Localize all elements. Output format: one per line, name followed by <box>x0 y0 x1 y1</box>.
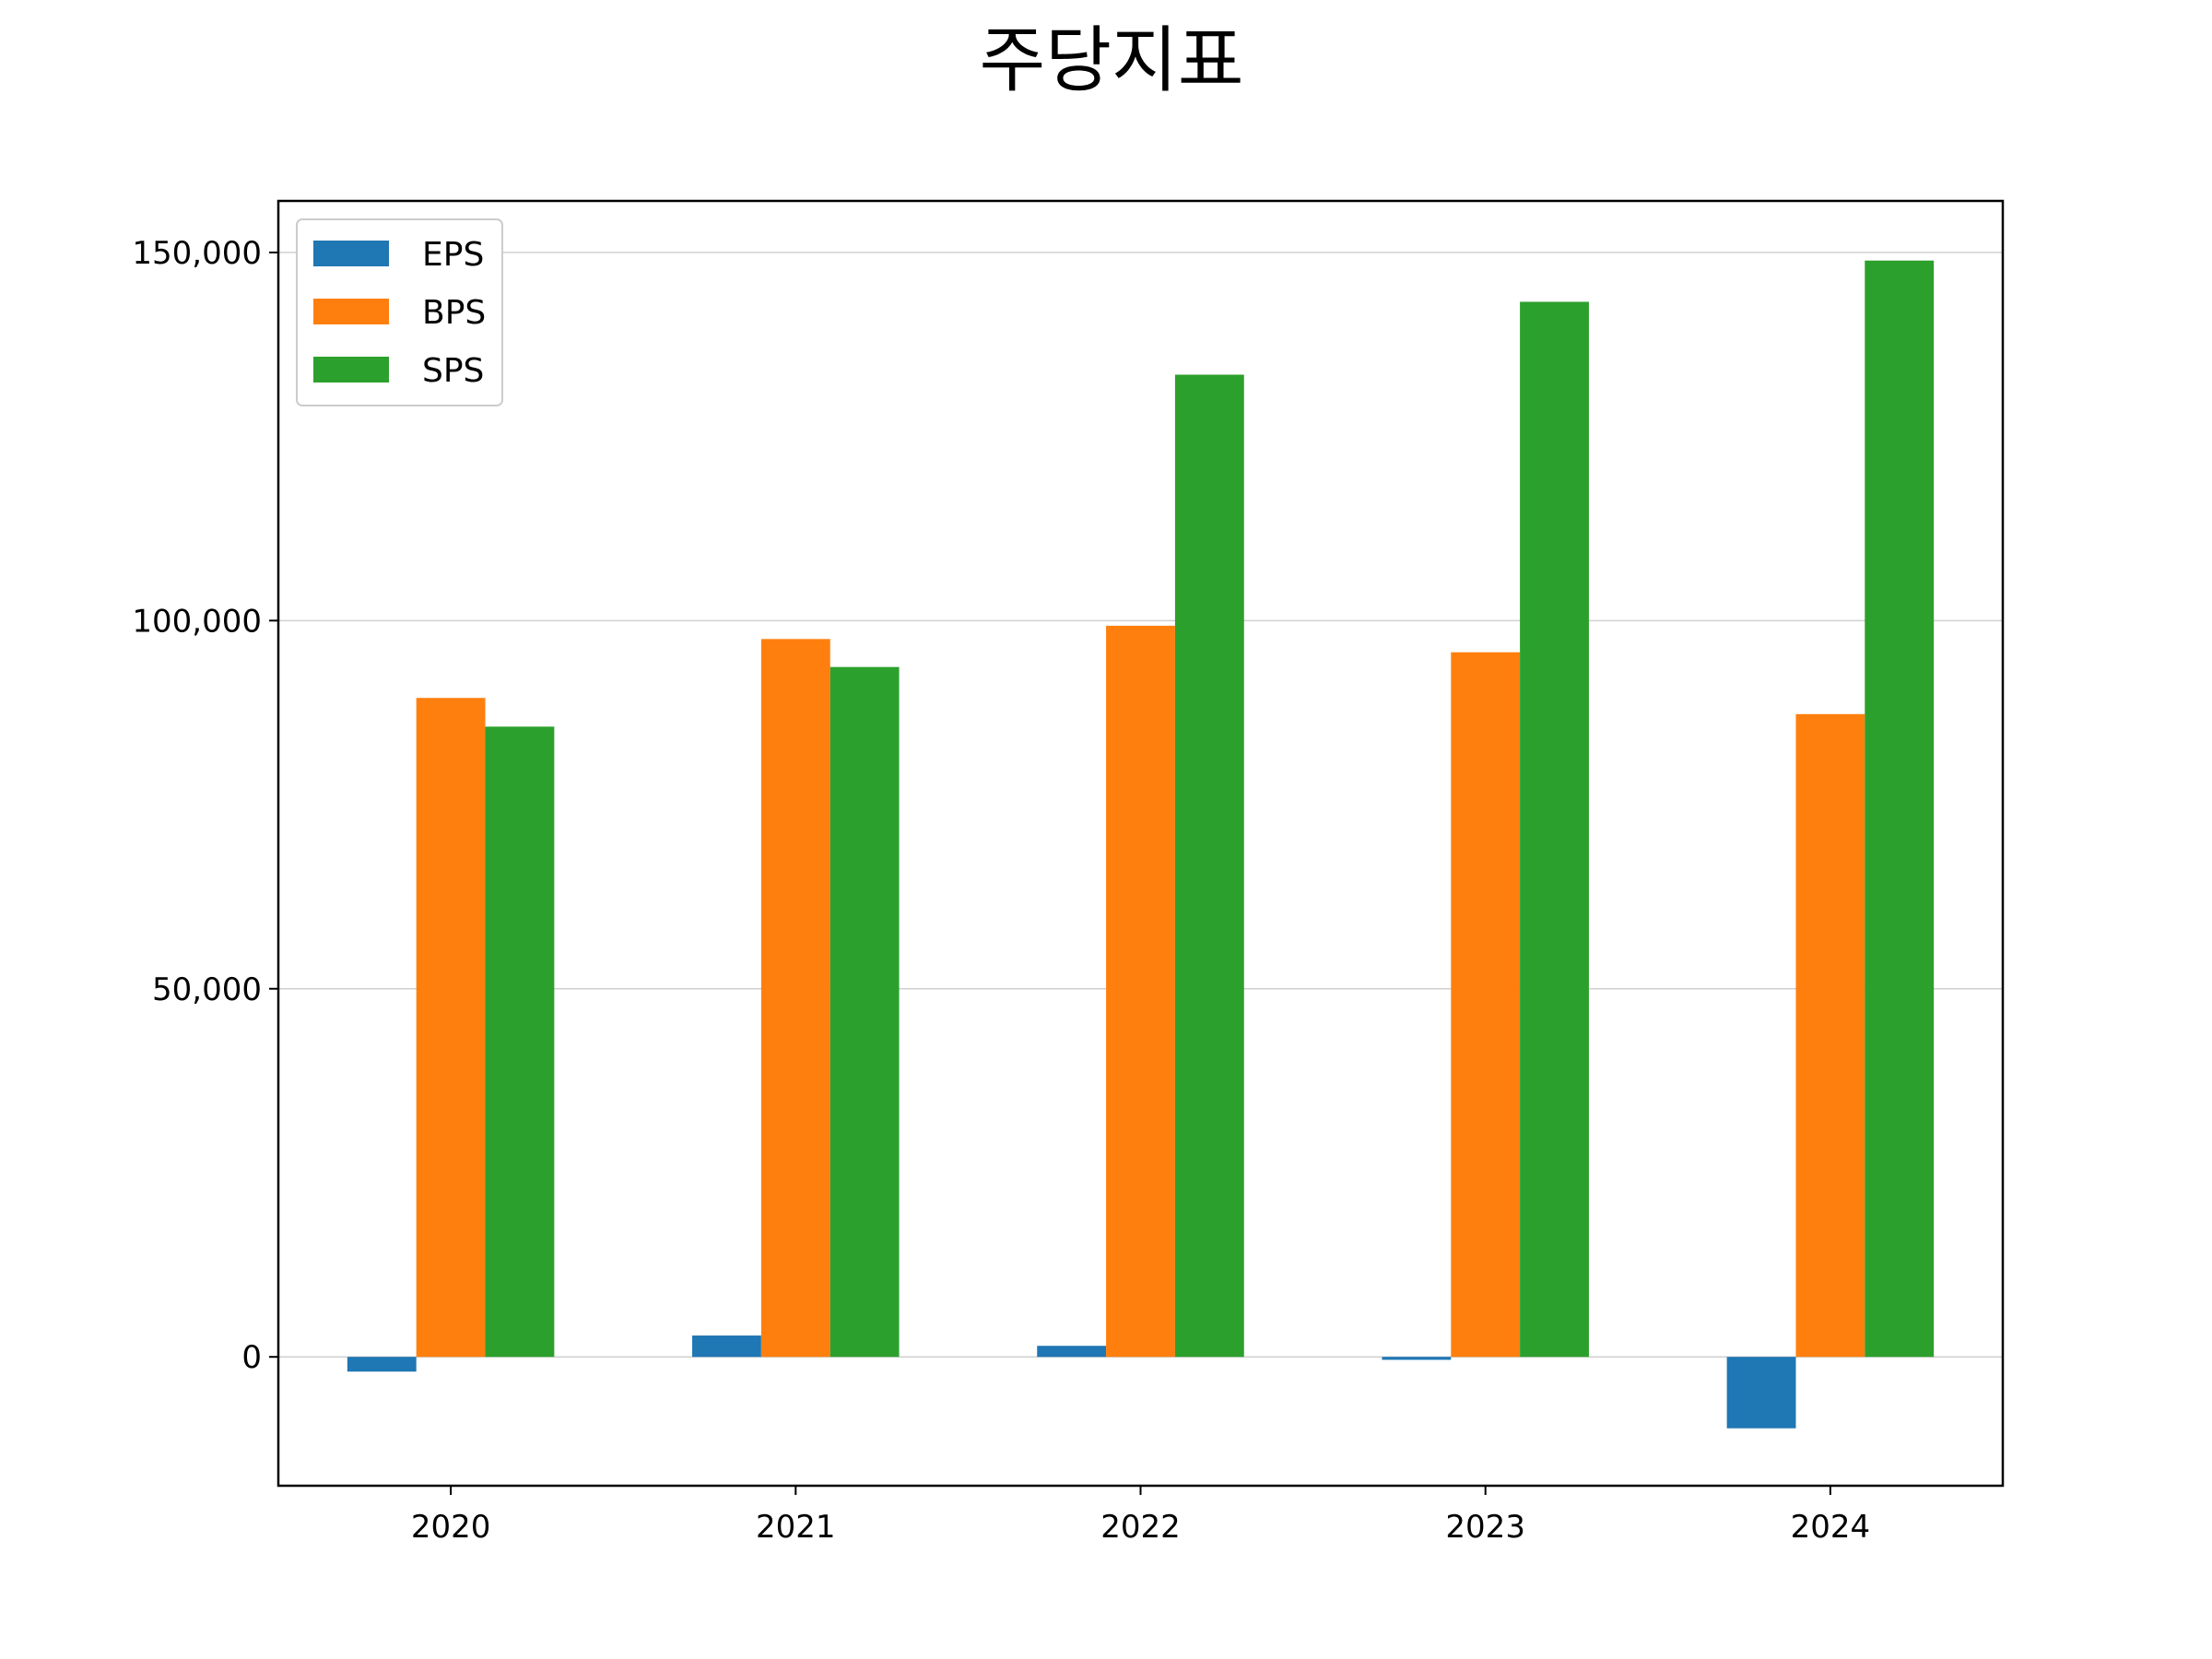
y-tick-label: 150,000 <box>132 235 262 272</box>
y-tick-label: 50,000 <box>152 971 262 1008</box>
bar-eps-2023 <box>1382 1357 1452 1360</box>
bar-sps-2020 <box>485 726 555 1358</box>
bar-eps-2020 <box>347 1357 417 1372</box>
legend-swatch-eps <box>313 241 389 266</box>
bar-sps-2023 <box>1520 301 1589 1358</box>
legend-swatch-sps <box>313 357 389 382</box>
bar-eps-2022 <box>1037 1346 1107 1358</box>
bar-bps-2021 <box>760 639 830 1358</box>
bar-bps-2022 <box>1106 625 1175 1358</box>
bars <box>347 260 1935 1429</box>
bar-sps-2021 <box>830 666 900 1358</box>
x-tick-label: 2021 <box>756 1509 836 1546</box>
x-tick-label: 2022 <box>1100 1509 1181 1546</box>
bar-eps-2024 <box>1726 1357 1796 1429</box>
y-tick-label: 100,000 <box>132 603 262 640</box>
legend: EPS BPS SPS <box>296 218 503 406</box>
legend-label-eps: EPS <box>422 236 484 274</box>
chart-title: 주당지표 <box>979 19 1243 102</box>
legend-swatch-bps <box>313 299 389 324</box>
x-axis: 2020 2021 2022 2023 2024 <box>411 1486 1870 1546</box>
bar-sps-2022 <box>1174 374 1244 1358</box>
legend-label-sps: SPS <box>422 352 484 390</box>
x-tick-label: 2024 <box>1791 1509 1871 1546</box>
y-axis: 0 50,000 100,000 150,000 <box>132 235 278 1376</box>
bar-bps-2024 <box>1795 713 1865 1358</box>
bar-eps-2021 <box>692 1335 761 1358</box>
x-tick-label: 2023 <box>1445 1509 1525 1546</box>
x-tick-label: 2020 <box>411 1509 491 1546</box>
bar-bps-2023 <box>1451 652 1521 1358</box>
y-tick-label: 0 <box>241 1339 262 1376</box>
bar-sps-2024 <box>1865 260 1935 1358</box>
bar-bps-2020 <box>416 698 486 1358</box>
legend-label-bps: BPS <box>422 294 486 332</box>
